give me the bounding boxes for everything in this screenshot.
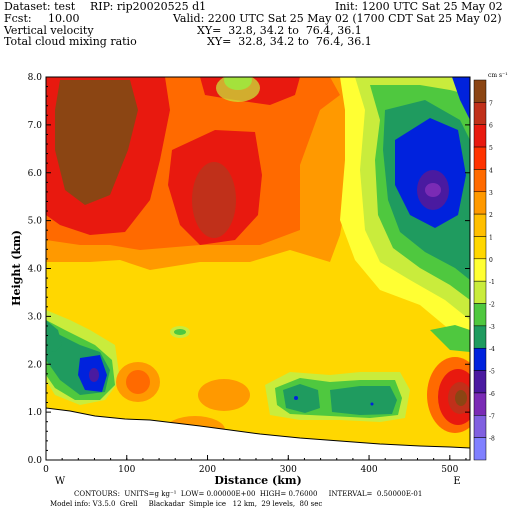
x-tick-label: 200 (199, 465, 216, 475)
contour-field (46, 77, 470, 460)
green-blob-mid (174, 329, 186, 335)
teal-left-edge (46, 320, 62, 352)
y-axis-label: Height (km) (10, 230, 23, 306)
field2-label: Total cloud mixing ratio (4, 35, 137, 48)
colorbar-label: -2 (489, 302, 495, 309)
y-tick-label: 0.0 (28, 456, 43, 466)
y-tick-label: 3.0 (28, 312, 43, 322)
colorbar-label: 7 (489, 100, 493, 107)
y-tick-label: 1.0 (28, 408, 43, 418)
valid-label: Valid: 2200 UTC Sat 25 May 02 (1700 CDT … (173, 12, 502, 25)
x-tick-label: 400 (360, 465, 377, 475)
x-tick-label: 300 (280, 465, 297, 475)
colorbar-label: 3 (489, 190, 493, 197)
purple-lower-left-core (89, 368, 99, 382)
y-axis: 0.0 1.0 2.0 3.0 4.0 5.0 6.0 7.0 8.0 (28, 73, 470, 466)
colorbar-swatch (473, 370, 487, 394)
x-axis-label: Distance (km) (214, 474, 301, 487)
colorbar-label: 1 (489, 234, 493, 241)
teal-lower-right-b (330, 386, 397, 415)
colorbar-swatch (473, 392, 487, 416)
brown-max-region (55, 80, 138, 205)
fcst-value: 10.00 (48, 12, 80, 25)
colorbar-swatch (473, 437, 487, 461)
y-tick-label: 4.0 (28, 265, 43, 275)
colorbar-swatch (473, 258, 487, 282)
y-tick-label: 5.0 (28, 217, 43, 227)
teal-lower-right-a (283, 384, 320, 413)
colorbar-label: 0 (489, 257, 493, 264)
colorbar-label: 2 (489, 212, 493, 219)
model-info: Model info: V3.5.0 Grell Blackadar Simpl… (50, 500, 323, 508)
colorbar-swatch (473, 169, 487, 193)
small-yellowgreen-top (216, 77, 260, 102)
x-end-label-east: E (453, 476, 460, 487)
colorbar-label: -1 (489, 279, 495, 286)
colorbar-label: -7 (489, 413, 495, 420)
x-tick-label: 500 (441, 465, 458, 475)
colorbar-swatch (473, 325, 487, 349)
violet-right-core (425, 183, 441, 197)
blue-dot-lower-b (370, 402, 374, 406)
terrain-surface (46, 407, 470, 460)
colorbar-swatch (473, 303, 487, 327)
colorbar-label: -3 (489, 324, 495, 331)
colorbar-swatch (473, 415, 487, 438)
fcst-label: Fcst: (4, 12, 32, 25)
field2-xy: XY= 32.8, 34.2 to 76.4, 36.1 (207, 35, 372, 48)
contours-info: CONTOURS: UNITS=g kg⁻¹ LOW= 0.00000E+00 … (74, 490, 423, 498)
y-tick-label: 7.0 (28, 121, 43, 131)
y-tick-label: 2.0 (28, 360, 43, 370)
colorbar-swatch (473, 124, 487, 148)
dark-red-core-mid (192, 162, 236, 238)
colorbar-swatch (473, 102, 487, 125)
colorbar-swatch (473, 79, 487, 103)
colorbar-label: -5 (489, 369, 495, 376)
colorbar-label: -8 (489, 436, 495, 443)
colorbar-swatch (473, 347, 487, 371)
colorbar-units: cm s⁻¹ (488, 72, 508, 79)
colorbar: 7 6 5 4 3 2 1 0 -1 -2 -3 -4 -5 -6 -7 -8 (473, 79, 495, 461)
blue-dot-lower-a (294, 396, 298, 400)
colorbar-label: 5 (489, 145, 493, 152)
rip-label: RIP: rip20020525 d1 (90, 0, 207, 13)
field1-xy: XY= 32.8, 34.2 to 76.4, 36.1 (197, 24, 362, 37)
dataset-label: Dataset: test (4, 0, 76, 13)
orangered-blob-lower-left (126, 370, 150, 394)
colorbar-swatch (473, 280, 487, 304)
init-label: Init: 1200 UTC Sat 25 May 02 (335, 0, 503, 13)
colorbar-label: -6 (489, 391, 495, 398)
colorbar-swatch (473, 236, 487, 260)
colorbar-swatch (473, 146, 487, 170)
x-end-label-west: W (55, 476, 66, 487)
green-mid-right-edge (430, 325, 470, 352)
orange-blob-mid (198, 379, 250, 411)
field1-label: Vertical velocity (4, 24, 94, 37)
top-right-blue-corner (452, 77, 470, 120)
colorbar-swatch (473, 191, 487, 215)
x-tick-label: 0 (43, 465, 49, 475)
colorbar-label: -4 (489, 346, 495, 353)
colorbar-label: 6 (489, 123, 493, 130)
x-tick-label: 100 (118, 465, 135, 475)
brown-blob-lower-right (455, 390, 467, 406)
x-axis: 0 100 200 300 400 500 (43, 455, 467, 475)
y-tick-label: 6.0 (28, 169, 43, 179)
colorbar-label: 4 (489, 167, 493, 174)
y-tick-label: 8.0 (28, 73, 43, 83)
colorbar-swatch (473, 213, 487, 237)
